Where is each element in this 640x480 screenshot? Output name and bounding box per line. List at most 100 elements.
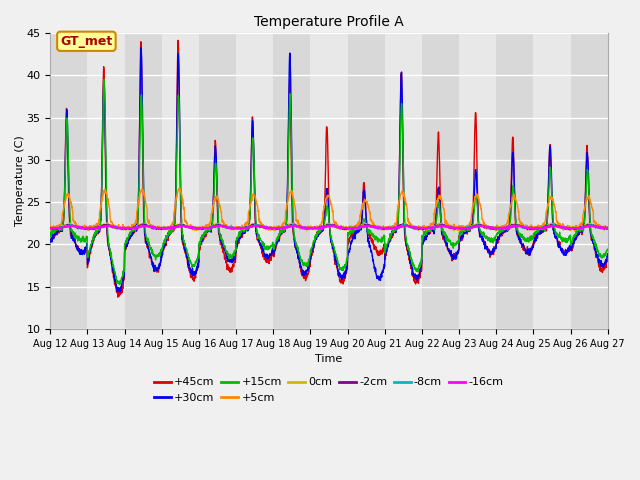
- +5cm: [555, 221, 563, 227]
- 0cm: [604, 225, 612, 231]
- -8cm: [492, 225, 499, 231]
- Text: GT_met: GT_met: [60, 35, 113, 48]
- 0cm: [492, 226, 499, 231]
- +15cm: [346, 231, 353, 237]
- +15cm: [492, 235, 499, 240]
- -16cm: [291, 222, 298, 228]
- -16cm: [570, 226, 578, 231]
- -16cm: [555, 224, 563, 229]
- Line: +15cm: +15cm: [50, 80, 608, 285]
- +30cm: [492, 244, 499, 250]
- -2cm: [250, 221, 258, 227]
- Bar: [310, 33, 348, 329]
- 0cm: [346, 226, 353, 232]
- +45cm: [174, 37, 182, 43]
- +15cm: [202, 228, 210, 233]
- -8cm: [555, 224, 563, 229]
- -16cm: [46, 225, 54, 231]
- Line: +30cm: +30cm: [50, 48, 608, 292]
- Bar: [570, 33, 608, 329]
- +15cm: [358, 223, 365, 229]
- -8cm: [570, 226, 578, 231]
- +45cm: [202, 229, 210, 235]
- Title: Temperature Profile A: Temperature Profile A: [254, 15, 404, 29]
- Bar: [608, 33, 640, 329]
- -2cm: [346, 226, 353, 231]
- Line: +5cm: +5cm: [50, 188, 608, 231]
- Bar: [50, 33, 88, 329]
- Bar: [162, 33, 199, 329]
- +30cm: [604, 251, 612, 256]
- -16cm: [358, 224, 365, 229]
- +5cm: [358, 206, 365, 212]
- +5cm: [176, 185, 184, 191]
- +5cm: [492, 228, 500, 234]
- -8cm: [358, 224, 365, 230]
- Line: +45cm: +45cm: [50, 40, 608, 297]
- -8cm: [202, 225, 210, 231]
- +30cm: [358, 220, 365, 226]
- 0cm: [191, 228, 198, 234]
- 0cm: [570, 224, 578, 229]
- Line: -8cm: -8cm: [50, 225, 608, 229]
- +30cm: [570, 237, 578, 243]
- +15cm: [555, 233, 563, 239]
- Bar: [496, 33, 533, 329]
- -8cm: [84, 227, 92, 232]
- -2cm: [492, 226, 499, 231]
- -8cm: [550, 222, 558, 228]
- 0cm: [358, 223, 365, 229]
- +15cm: [46, 232, 54, 238]
- +15cm: [100, 77, 108, 83]
- +30cm: [116, 289, 124, 295]
- +45cm: [114, 294, 122, 300]
- -2cm: [570, 226, 578, 232]
- -2cm: [419, 227, 427, 233]
- Line: -16cm: -16cm: [50, 225, 608, 229]
- +5cm: [604, 225, 612, 231]
- -2cm: [358, 224, 365, 229]
- +5cm: [202, 222, 210, 228]
- -2cm: [202, 226, 209, 231]
- +45cm: [46, 236, 54, 242]
- -8cm: [346, 226, 353, 231]
- -16cm: [490, 226, 498, 232]
- +45cm: [604, 257, 612, 263]
- -16cm: [492, 226, 499, 231]
- +30cm: [46, 238, 54, 243]
- +30cm: [202, 227, 210, 233]
- -16cm: [346, 225, 353, 231]
- +45cm: [555, 239, 563, 244]
- +45cm: [570, 237, 578, 243]
- +15cm: [116, 282, 124, 288]
- +45cm: [492, 244, 499, 250]
- -2cm: [46, 226, 54, 232]
- -2cm: [555, 223, 563, 229]
- 0cm: [202, 226, 210, 231]
- X-axis label: Time: Time: [316, 354, 342, 364]
- Bar: [125, 33, 162, 329]
- -8cm: [604, 225, 612, 230]
- Bar: [236, 33, 273, 329]
- +15cm: [604, 246, 612, 252]
- Legend: +45cm, +30cm, +15cm, +5cm, 0cm, -2cm, -8cm, -16cm: +45cm, +30cm, +15cm, +5cm, 0cm, -2cm, -8…: [150, 373, 508, 408]
- Bar: [422, 33, 459, 329]
- -16cm: [604, 226, 612, 231]
- Bar: [348, 33, 385, 329]
- 0cm: [103, 220, 111, 226]
- +30cm: [346, 249, 353, 255]
- Bar: [459, 33, 496, 329]
- +5cm: [492, 225, 499, 230]
- -2cm: [604, 225, 612, 231]
- Bar: [533, 33, 570, 329]
- Bar: [88, 33, 125, 329]
- Bar: [385, 33, 422, 329]
- 0cm: [555, 224, 563, 230]
- +30cm: [555, 245, 563, 251]
- +30cm: [138, 45, 145, 51]
- Line: -2cm: -2cm: [50, 224, 608, 230]
- +15cm: [570, 234, 578, 240]
- Bar: [273, 33, 310, 329]
- +5cm: [46, 226, 54, 231]
- Line: 0cm: 0cm: [50, 223, 608, 231]
